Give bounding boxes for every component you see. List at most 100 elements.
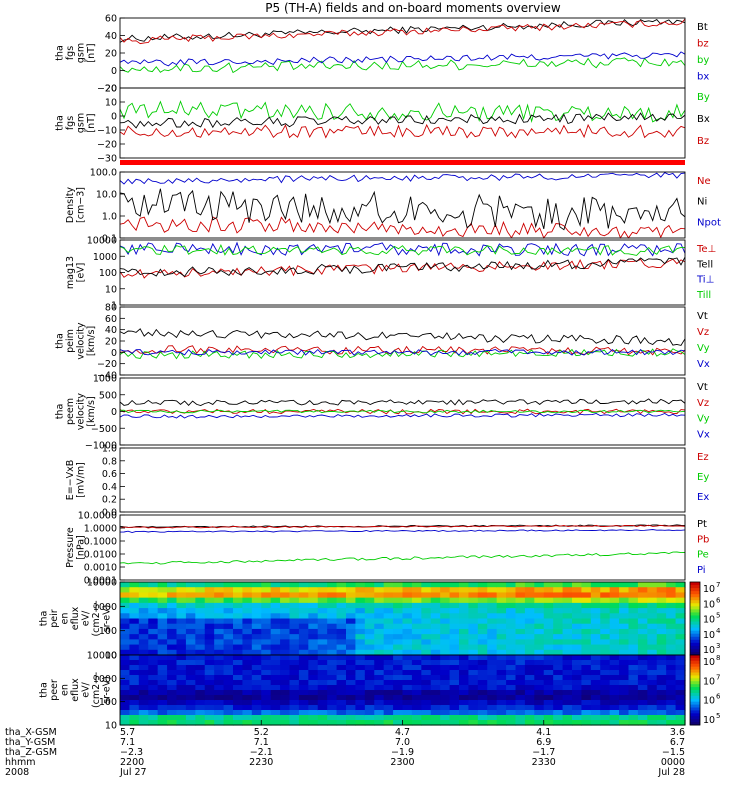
heatmap-cell [148, 639, 159, 646]
heatmap-cell [477, 700, 488, 706]
heatmap-cell [214, 690, 225, 696]
heatmap-cell [562, 582, 573, 588]
heatmap-cell [157, 634, 168, 640]
heatmap-cell [346, 680, 357, 686]
heatmap-cell [251, 587, 262, 594]
heatmap-cell [487, 602, 498, 609]
heatmap-cell [449, 685, 460, 691]
heatmap-cell [628, 720, 639, 726]
heatmap-cell [487, 639, 498, 646]
heatmap-cell [572, 720, 583, 726]
heatmap-cell [524, 623, 535, 630]
heatmap-cell [298, 710, 309, 716]
heatmap-cell [487, 655, 498, 661]
heatmap-cell [590, 628, 601, 635]
x-tick-label: Jul 28 [657, 767, 685, 778]
heatmap-cell [619, 720, 630, 726]
heatmap-cell [223, 634, 234, 640]
heatmap-cell [553, 700, 564, 706]
heatmap-cell [619, 670, 630, 676]
heatmap-cell [251, 695, 262, 701]
heatmap-cell [430, 690, 441, 696]
heatmap-cell [421, 623, 432, 630]
heatmap-cell [440, 700, 451, 706]
heatmap-cell [374, 700, 385, 706]
heatmap-cell [402, 618, 413, 625]
heatmap-cell [355, 618, 366, 625]
heatmap-cell [157, 660, 168, 666]
heatmap-cell [459, 582, 470, 588]
heatmap-cell [411, 695, 422, 701]
heatmap-cell [270, 715, 281, 721]
heatmap-cell [346, 675, 357, 681]
heatmap-cell [543, 720, 554, 726]
heatmap-cell [204, 690, 215, 696]
heatmap-cell [562, 680, 573, 686]
heatmap-cell [543, 634, 554, 640]
heatmap-cell [364, 613, 375, 620]
heatmap-cell [167, 587, 178, 594]
heatmap-cell [157, 613, 168, 620]
heatmap-cell [468, 613, 479, 620]
heatmap-cell [468, 655, 479, 661]
heatmap-cell [383, 644, 394, 651]
heatmap-cell [280, 705, 291, 711]
heatmap-cell [421, 705, 432, 711]
heatmap-cell [346, 608, 357, 614]
heatmap-cell [280, 608, 291, 614]
heatmap-cell [374, 695, 385, 701]
heatmap-cell [440, 613, 451, 620]
heatmap-cell [402, 623, 413, 630]
y-tick-label: 0.0001 [84, 576, 117, 587]
heatmap-cell [477, 670, 488, 676]
heatmap-cell [553, 715, 564, 721]
heatmap-cell [308, 587, 319, 594]
legend-By: By [697, 92, 710, 103]
heatmap-cell [289, 685, 300, 691]
heatmap-cell [496, 685, 507, 691]
series-line-bx [119, 51, 686, 67]
colorbar-segment [690, 713, 700, 717]
heatmap-cell [468, 592, 479, 599]
heatmap-cell [308, 628, 319, 635]
heatmap-cell [572, 613, 583, 620]
heatmap-cell [242, 587, 253, 594]
heatmap-cell [411, 613, 422, 620]
series-line-Bt [119, 19, 686, 43]
heatmap-cell [459, 675, 470, 681]
heatmap-cell [364, 644, 375, 651]
heatmap-cell [327, 602, 338, 609]
heatmap-cell [628, 649, 639, 656]
heatmap-cell [167, 710, 178, 716]
heatmap-cell [562, 592, 573, 599]
heatmap-cell [487, 680, 498, 686]
heatmap-cell [383, 720, 394, 726]
heatmap-cell [317, 695, 328, 701]
heatmap-cell [289, 700, 300, 706]
heatmap-cell [393, 639, 404, 646]
heatmap-cell [421, 582, 432, 588]
heatmap-cell [666, 582, 677, 588]
heatmap-cell [280, 715, 291, 721]
heatmap-cell [374, 655, 385, 661]
y-axis-label: tha [54, 115, 65, 131]
heatmap-cell [204, 587, 215, 594]
heatmap-cell [393, 720, 404, 726]
heatmap-cell [487, 715, 498, 721]
heatmap-cell [619, 628, 630, 635]
heatmap-cell [543, 705, 554, 711]
heatmap-cell [515, 644, 526, 651]
heatmap-cell [157, 680, 168, 686]
y-tick-label: 10.0 [96, 190, 117, 201]
heatmap-cell [233, 582, 244, 588]
heatmap-cell [393, 670, 404, 676]
heatmap-cell [459, 644, 470, 651]
heatmap-cell [656, 597, 667, 604]
heatmap-cell [562, 655, 573, 661]
heatmap-cell [251, 660, 262, 666]
heatmap-cell [496, 634, 507, 640]
heatmap-cell [308, 715, 319, 721]
heatmap-cell [251, 634, 262, 640]
heatmap-cell [355, 634, 366, 640]
